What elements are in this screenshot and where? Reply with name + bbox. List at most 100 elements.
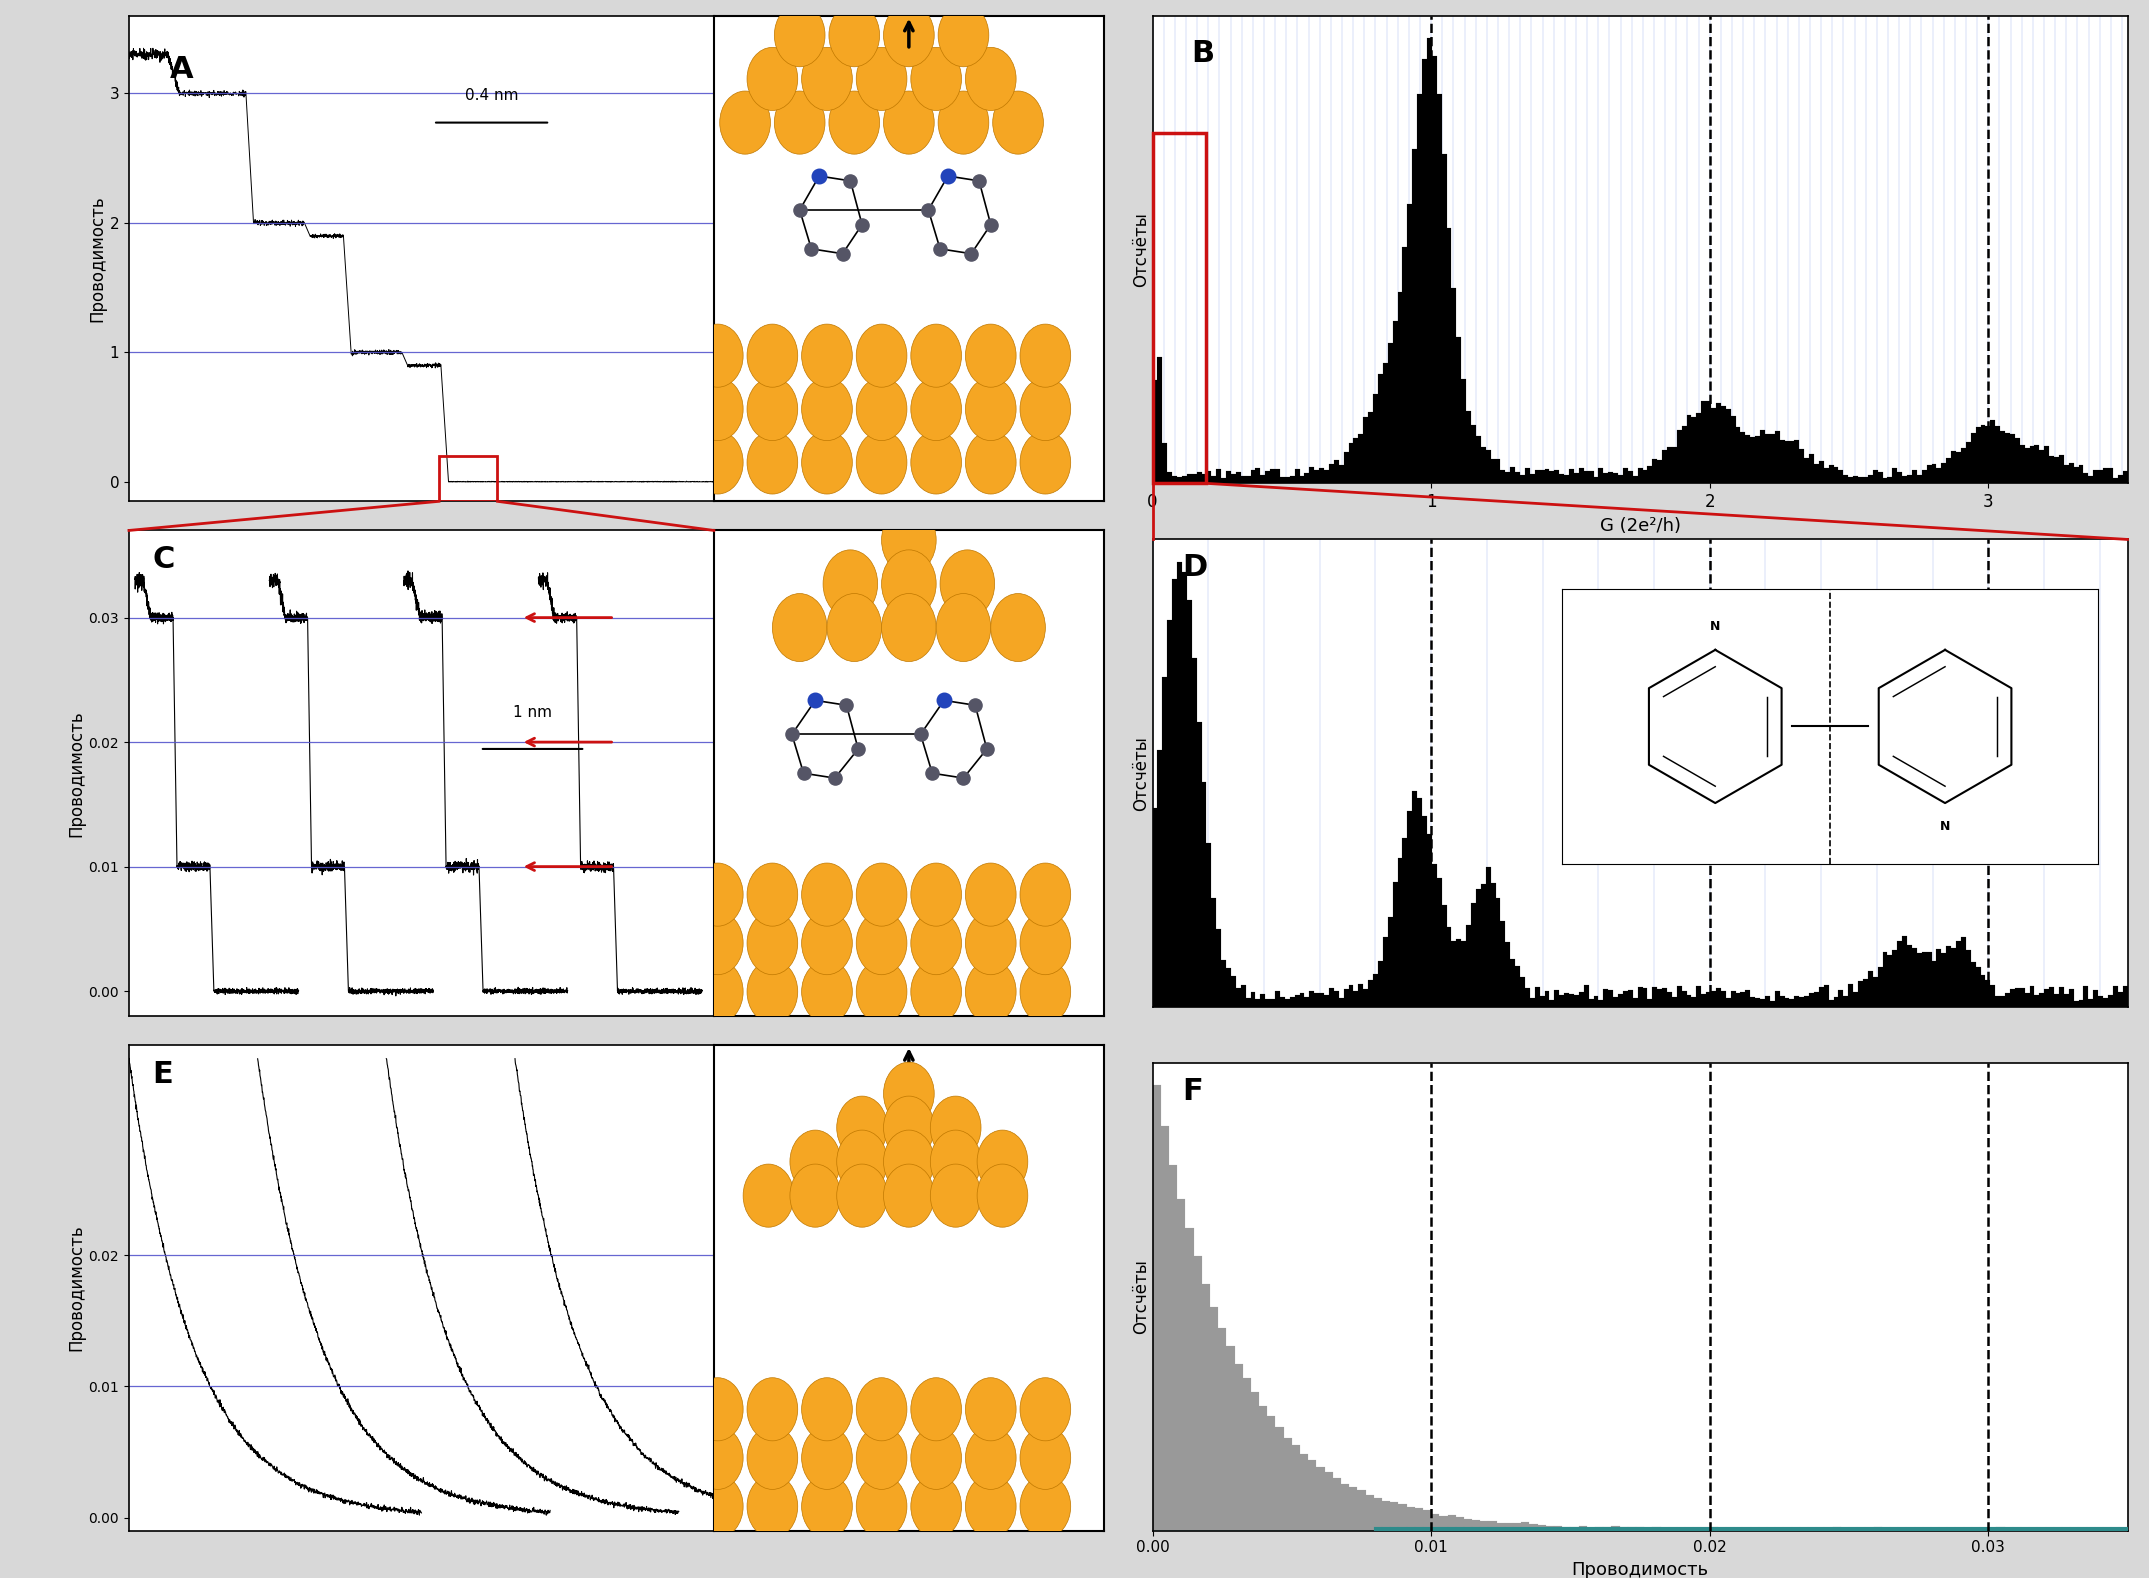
Bar — [1956, 1529, 1964, 1531]
Bar — [1711, 409, 1717, 483]
Bar — [1412, 792, 1416, 1007]
Bar — [1259, 1406, 1268, 1531]
Bar — [1771, 1000, 1775, 1007]
Y-axis label: Проводимость: Проводимость — [88, 196, 107, 322]
Bar — [1236, 472, 1240, 483]
Bar — [1390, 1502, 1399, 1531]
Bar — [1906, 1528, 1915, 1531]
Bar — [1644, 1528, 1653, 1531]
Bar — [2108, 994, 2112, 1007]
Bar — [1412, 150, 1416, 483]
Bar — [1268, 1415, 1277, 1531]
Bar — [1614, 473, 1618, 483]
Bar — [1792, 1526, 1801, 1531]
Circle shape — [791, 1165, 840, 1228]
Bar — [1751, 1526, 1758, 1531]
Bar — [1491, 884, 1496, 1007]
Circle shape — [692, 1427, 744, 1490]
Bar — [1730, 991, 1736, 1007]
Bar — [1586, 1526, 1595, 1531]
Bar — [1152, 133, 1206, 483]
Circle shape — [883, 1062, 935, 1125]
Bar — [2089, 999, 2093, 1007]
Bar — [1691, 997, 1696, 1007]
Bar — [2069, 989, 2074, 1007]
Bar — [1657, 461, 1661, 483]
Bar — [1638, 469, 1642, 483]
Bar — [1304, 997, 1309, 1007]
Bar — [1653, 459, 1657, 483]
Circle shape — [748, 431, 797, 494]
Bar — [1259, 475, 1266, 483]
Bar — [2104, 469, 2108, 483]
Bar — [1448, 1515, 1455, 1531]
Bar — [1960, 937, 1966, 1007]
Bar — [1513, 1523, 1521, 1531]
Bar — [1685, 1526, 1693, 1531]
Bar — [1947, 458, 1951, 483]
Bar — [1274, 469, 1281, 483]
Bar — [1270, 469, 1274, 483]
Bar — [1816, 1529, 1825, 1531]
Bar — [2069, 1526, 2078, 1531]
Bar — [1545, 469, 1549, 483]
Bar — [1622, 467, 1627, 483]
Bar — [1996, 1526, 2005, 1531]
Bar — [1369, 412, 1373, 483]
Bar — [1461, 379, 1466, 483]
Bar — [1343, 453, 1350, 483]
Bar — [2097, 470, 2104, 483]
Bar — [1580, 469, 1584, 483]
Bar — [1711, 991, 1717, 1007]
Bar — [1702, 1526, 1711, 1531]
Bar — [1790, 440, 1794, 483]
Bar — [1818, 461, 1825, 483]
Bar — [1277, 1427, 1283, 1531]
Bar — [1193, 473, 1197, 483]
Bar — [1751, 1529, 1758, 1531]
Bar — [1423, 1526, 1431, 1531]
Bar — [1339, 464, 1343, 483]
Bar — [1461, 940, 1466, 1007]
Bar — [1642, 988, 1648, 1007]
Bar — [1362, 989, 1369, 1007]
Bar — [1981, 975, 1986, 1007]
Bar — [1749, 437, 1756, 483]
Bar — [1210, 1307, 1218, 1531]
Bar — [1971, 961, 1975, 1007]
Circle shape — [830, 92, 879, 155]
Circle shape — [748, 1475, 797, 1539]
Bar — [1160, 1127, 1169, 1531]
Bar — [1833, 997, 1837, 1007]
Bar — [1378, 961, 1382, 1007]
Bar — [1603, 1526, 1612, 1531]
Bar — [1749, 997, 1756, 1007]
Bar — [1990, 985, 1994, 1007]
Bar — [1350, 1486, 1358, 1531]
Bar — [1343, 989, 1350, 1007]
Text: C: C — [153, 544, 174, 574]
Bar — [1206, 843, 1212, 1007]
Point — [963, 169, 997, 194]
Bar — [1833, 1528, 1842, 1531]
Bar — [1193, 658, 1197, 1007]
Bar — [1350, 443, 1354, 483]
Bar — [2078, 1526, 2087, 1531]
Bar — [1760, 999, 1764, 1007]
Circle shape — [965, 1378, 1016, 1441]
Bar — [1595, 996, 1599, 1007]
Bar — [1595, 1528, 1603, 1531]
Bar — [1979, 1528, 1988, 1531]
Bar — [1612, 1526, 1620, 1531]
Bar — [2029, 1529, 2037, 1531]
Bar — [1255, 999, 1259, 1007]
Bar — [1794, 996, 1799, 1007]
Bar — [1779, 996, 1784, 1007]
Bar — [1416, 95, 1423, 483]
Bar — [1504, 1526, 1513, 1531]
Bar — [1829, 1000, 1833, 1007]
Bar — [1463, 1518, 1472, 1531]
Bar — [2117, 475, 2123, 483]
Bar — [1562, 1526, 1571, 1531]
Bar — [1423, 60, 1427, 483]
